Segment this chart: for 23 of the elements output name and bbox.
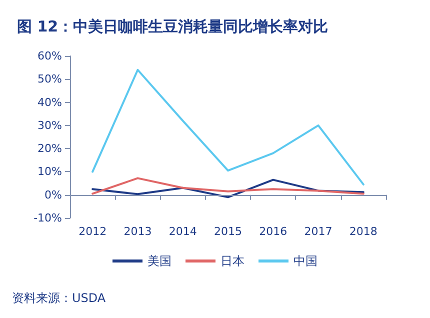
- legend-label: 美国: [148, 254, 172, 268]
- y-tick-label: -10%: [34, 212, 62, 224]
- x-tick-label: 2017: [304, 225, 332, 238]
- y-tick-label: 40%: [38, 96, 62, 109]
- x-tick-label: 2014: [168, 225, 197, 238]
- chart-title: 图 12：中美日咖啡生豆消耗量同比增长率对比: [17, 18, 328, 36]
- y-tick-label: 10%: [38, 165, 62, 178]
- x-tick-label: 2018: [349, 225, 378, 238]
- line-series: [92, 68, 364, 186]
- line-series: [92, 178, 364, 198]
- y-tick-label: 50%: [38, 72, 62, 86]
- y-tick-label: 20%: [38, 142, 62, 156]
- y-tick-label: 30%: [38, 118, 62, 132]
- x-tick-label: 2012: [78, 225, 107, 238]
- text: 资料来源：USDA: [12, 291, 106, 305]
- legend-label: 中国: [294, 254, 318, 268]
- x-tick-label: 2015: [214, 225, 242, 238]
- x-tick-label: 2016: [259, 225, 288, 238]
- x-tick-label: 2013: [124, 225, 152, 238]
- legend-label: 日本: [220, 254, 244, 268]
- y-tick-label: 0%: [44, 188, 62, 202]
- y-tick-label: 60%: [38, 50, 62, 62]
- line-series: [92, 177, 364, 195]
